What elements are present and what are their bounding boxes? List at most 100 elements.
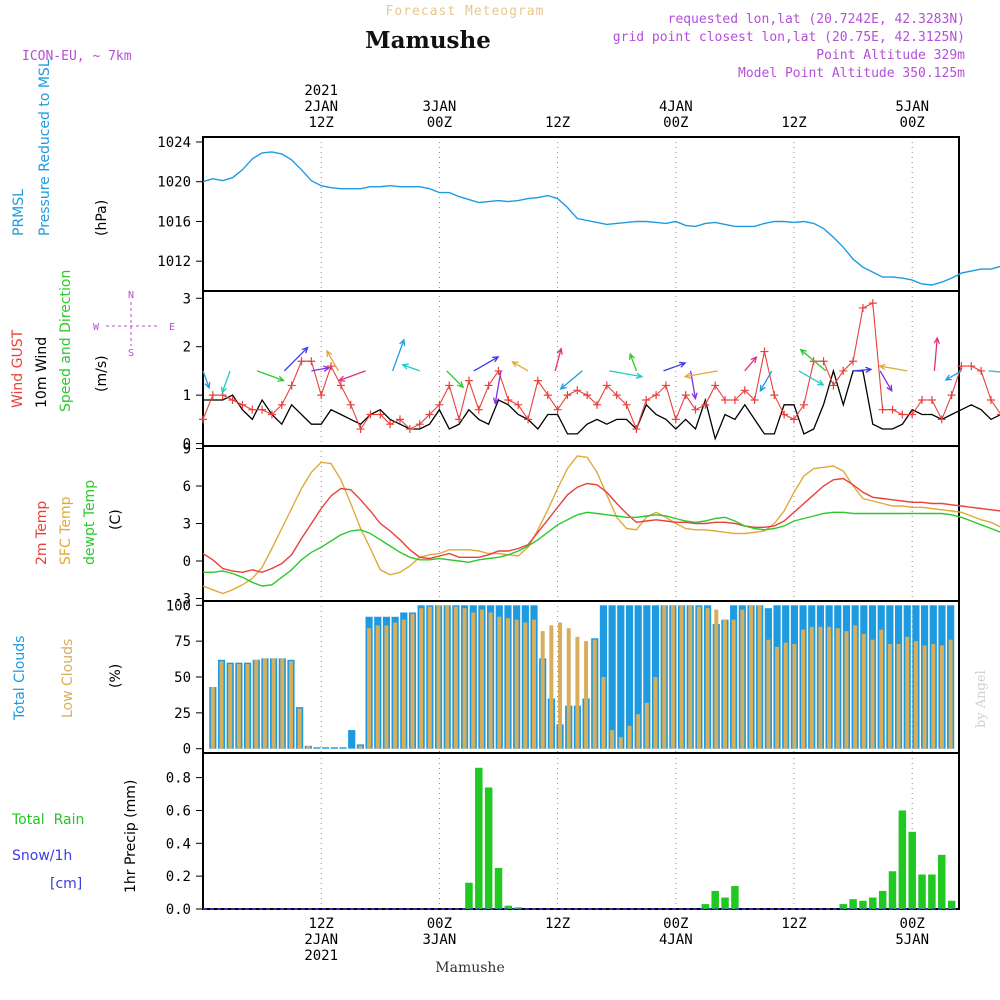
time-axis-label: 2JAN <box>304 932 338 948</box>
gust-marker <box>829 381 838 390</box>
precip-unit: 1hr Precip (mm) <box>123 780 139 893</box>
y-tick-label: 50 <box>174 670 191 686</box>
wind-compass: N S W E <box>93 290 175 359</box>
time-axis-label: 2021 <box>304 948 338 964</box>
dewpt-line <box>203 511 1000 587</box>
y-tick-label: 0.8 <box>166 771 191 787</box>
pressure-panel: 1012 1016 1020 1024 <box>157 135 1000 292</box>
low-clouds-bar <box>636 714 641 749</box>
wind-arrow-head <box>628 352 635 361</box>
low-clouds-bar <box>358 745 363 749</box>
y-tick-label: 9 <box>183 442 191 458</box>
rain-bar <box>504 905 513 909</box>
gust-marker <box>770 391 779 400</box>
wind-arrow-head <box>933 336 940 344</box>
low-clouds-bar <box>696 606 701 749</box>
wind-arrow-head <box>399 338 406 346</box>
gust-marker <box>199 415 207 424</box>
gust-marker <box>819 357 828 366</box>
wind-arrow-head <box>220 386 227 394</box>
location-title: Mamushe <box>365 27 491 54</box>
low-clouds-bar <box>297 708 302 749</box>
gust-marker <box>543 391 552 400</box>
gust-marker <box>632 425 641 434</box>
low-clouds-bar <box>471 612 476 749</box>
gust-marker <box>248 405 257 414</box>
low-clouds-bar <box>254 659 259 749</box>
low-clouds-bar <box>532 619 537 749</box>
wind-direction-arrow <box>221 370 231 393</box>
time-axis-label: 5JAN <box>895 932 929 948</box>
wind-direction-arrow <box>326 350 340 372</box>
total-clouds-bar <box>348 730 356 749</box>
footer-location: Mamushe <box>435 960 504 976</box>
model-name: ICON-EU, ~ 7km <box>22 49 132 64</box>
snow-label: Snow/1h <box>12 848 72 864</box>
sfc-label: SFC Temp <box>58 496 74 565</box>
gust-marker <box>701 400 710 409</box>
wind-arrow-head <box>635 372 644 379</box>
pressure-label-1: PRMSL <box>11 189 27 236</box>
low-clouds-bar <box>210 687 215 749</box>
gust-marker <box>927 395 936 404</box>
y-tick-label: -3 <box>174 592 191 608</box>
low-clouds-bar <box>679 605 684 749</box>
precip-panel: 0.0 0.2 0.4 0.6 0.8 <box>166 752 960 918</box>
low-clouds-bar <box>766 639 771 749</box>
gust-marker <box>918 395 927 404</box>
y-tick-label: 1020 <box>157 175 191 191</box>
low-clouds-bar <box>228 664 233 749</box>
gust-marker <box>346 400 355 409</box>
low-clouds-bar <box>262 658 267 749</box>
pressure-line <box>202 151 1000 286</box>
gust-marker <box>780 410 789 419</box>
wind-arrow-head <box>326 349 333 358</box>
wind-direction-arrow <box>609 370 642 378</box>
wind-arrow-head <box>691 392 698 400</box>
rain-bar <box>711 890 719 909</box>
point-altitude: Point Altitude 329m <box>816 48 965 63</box>
gust-marker <box>799 400 808 409</box>
wind-arrow-head <box>878 363 886 371</box>
gust-marker <box>425 410 434 419</box>
wind-arrow-head <box>817 379 825 386</box>
wind-direction-arrow <box>685 370 718 378</box>
t2m-line <box>202 477 1000 574</box>
gust-marker <box>691 405 700 414</box>
wind-direction-arrow <box>392 339 405 372</box>
low-clouds-bar <box>558 622 563 749</box>
wind-arrow-head <box>277 375 285 382</box>
low-clouds-bar <box>393 622 398 749</box>
time-axis-label: 12Z <box>545 916 570 932</box>
y-tick-label: 1 <box>183 388 191 404</box>
time-axis-label: 12Z <box>781 916 806 932</box>
gust-marker <box>681 391 690 400</box>
wind-direction-arrow <box>800 349 827 372</box>
time-axis-label: 12Z <box>545 115 570 131</box>
panel-frame <box>202 136 960 292</box>
low-clouds-bar <box>540 631 545 749</box>
low-clouds-bar <box>453 606 458 749</box>
rain-bar <box>731 886 739 909</box>
gust-marker <box>494 366 503 375</box>
low-clouds-bar <box>584 641 589 749</box>
low-clouds-bar <box>722 619 727 749</box>
low-clouds-bar <box>288 661 293 749</box>
gust-marker <box>790 415 798 424</box>
rain-bar <box>514 907 522 909</box>
temperature-panel: -3 0 3 6 9 <box>174 442 1000 608</box>
rain-bar <box>888 871 897 909</box>
gust-marker <box>287 381 296 390</box>
meteogram-title: Forecast Meteogram <box>386 4 545 19</box>
low-clouds-bar <box>931 644 936 749</box>
low-clouds-bar <box>783 642 788 749</box>
gust-marker <box>652 391 661 400</box>
low-clouds-bar <box>705 608 710 749</box>
wind-direction-arrow <box>853 368 872 372</box>
wind-arrow-head <box>323 365 331 372</box>
gust-marker <box>514 400 523 409</box>
wind-arrow-head <box>679 361 687 368</box>
rain-bar <box>839 904 847 909</box>
wind-arrow-head <box>865 366 873 373</box>
gust-marker <box>878 405 887 414</box>
